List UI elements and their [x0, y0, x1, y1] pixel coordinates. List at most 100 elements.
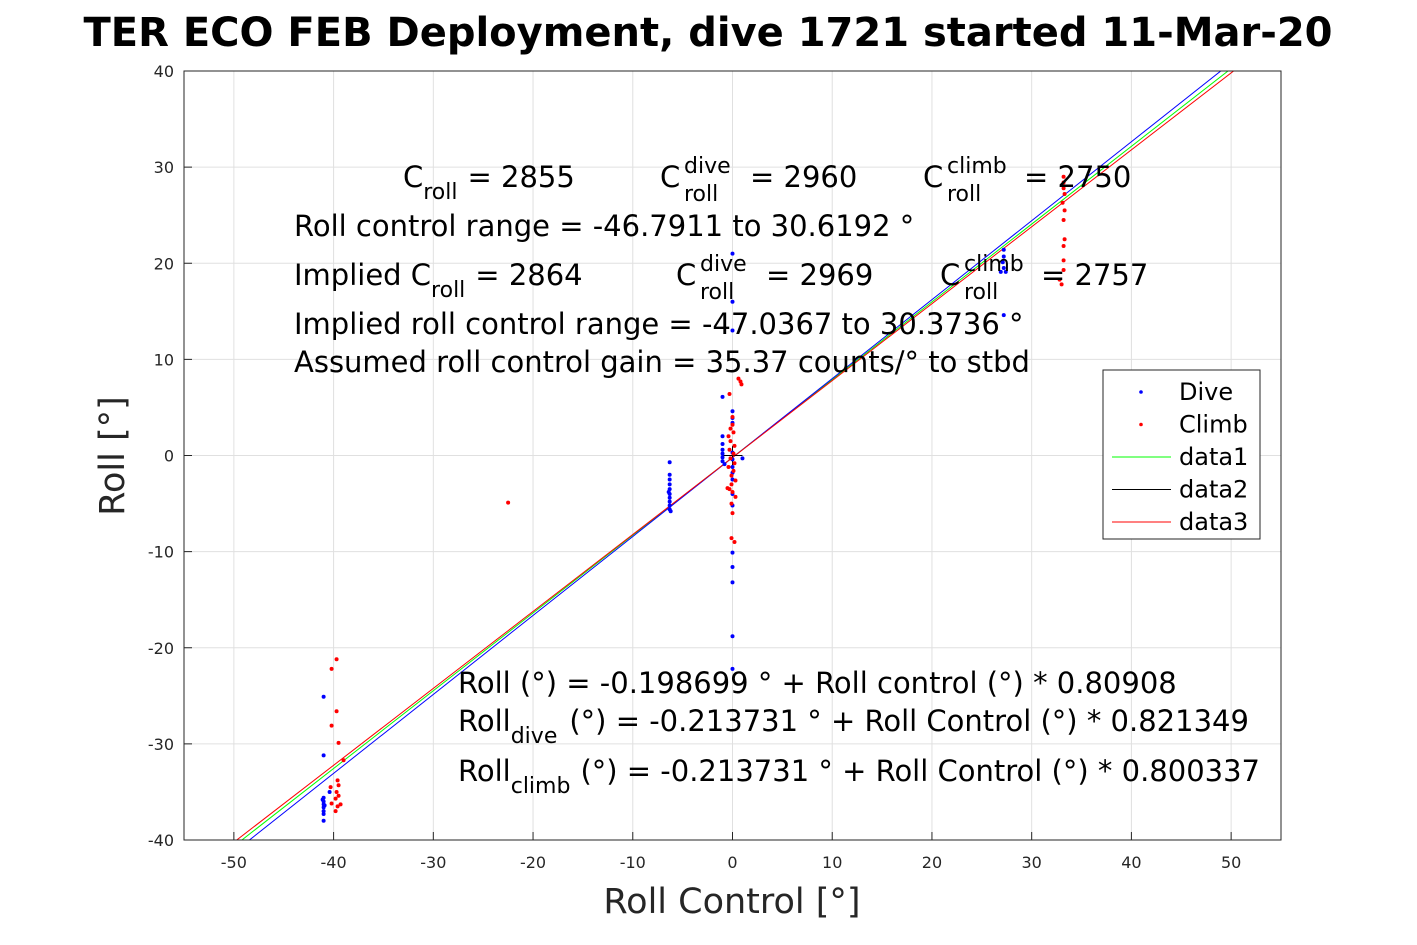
svg-text:= 2960: = 2960 [750, 160, 857, 194]
dive-point [321, 818, 326, 823]
climb-point [727, 447, 732, 452]
climb-point [334, 789, 339, 794]
climb-point [1061, 186, 1066, 191]
dive-point [1000, 260, 1005, 265]
dive-point [668, 509, 673, 514]
climb-point [328, 785, 333, 790]
climb-point [335, 804, 340, 809]
svg-text:Croll= 2855: Croll = 2855 [403, 160, 575, 205]
dive-point [667, 499, 672, 504]
dive-point [321, 694, 326, 699]
dive-point [321, 809, 326, 814]
svg-text:roll: roll [700, 280, 734, 305]
dive-point [730, 550, 735, 555]
climb-point [1061, 243, 1066, 248]
climb-point [729, 501, 734, 506]
dive-point [1001, 313, 1006, 318]
x-tick-label: -50 [221, 853, 247, 872]
climb-point [732, 443, 737, 448]
y-axis-label: Roll [°] [93, 396, 133, 516]
y-tick-label: -40 [148, 831, 174, 850]
annotations: Croll = 2855 C dive roll = 2960 C climb r… [294, 154, 1260, 799]
svg-text:dive: dive [684, 154, 731, 179]
x-tick-label: 30 [1022, 853, 1042, 872]
climb-point [329, 801, 334, 806]
chart-title: TER ECO FEB Deployment, dive 1721 starte… [83, 10, 1332, 56]
climb-point [336, 793, 341, 798]
climb-point [732, 461, 737, 466]
climb-point [329, 666, 334, 671]
climb-point [731, 451, 736, 456]
climb-point [334, 709, 339, 714]
dive-point [1001, 266, 1006, 271]
svg-text:roll: roll [947, 182, 981, 207]
climb-point [1061, 267, 1066, 272]
dive-point [720, 434, 725, 439]
climb-point [733, 494, 738, 499]
y-tick-label: -20 [148, 639, 174, 658]
dive-point [321, 812, 326, 817]
legend-label-data1: data1 [1179, 443, 1248, 471]
dive-point [740, 456, 745, 461]
dive-point [1003, 269, 1008, 274]
svg-text:roll: roll [684, 182, 718, 207]
climb-point [731, 430, 736, 435]
dive-point [730, 409, 735, 414]
svg-text:C: C [660, 160, 680, 194]
climb-point [729, 482, 734, 487]
x-tick-label: -30 [420, 853, 446, 872]
climb-point [1061, 217, 1066, 222]
climb-point [730, 415, 735, 420]
svg-text:= 2969: = 2969 [766, 258, 873, 292]
y-tick-label: 0 [164, 447, 174, 466]
dive-point [667, 460, 672, 465]
climb-point [728, 426, 733, 431]
x-tick-label: 50 [1221, 853, 1241, 872]
legend-marker-Dive [1139, 390, 1143, 394]
dive-point [1001, 247, 1006, 252]
dive-point [730, 465, 735, 470]
climb-point [727, 391, 732, 396]
svg-text:C: C [940, 258, 960, 292]
svg-text:= 2757: = 2757 [1041, 258, 1148, 292]
climb-point [329, 723, 334, 728]
climb-point [726, 434, 731, 439]
svg-text:= 2750: = 2750 [1024, 160, 1131, 194]
climb-point [725, 486, 730, 491]
dive-point [720, 447, 725, 452]
y-tick-label: 30 [154, 158, 174, 177]
climb-point [730, 422, 735, 427]
x-tick-label: 20 [922, 853, 942, 872]
climb-point [733, 478, 738, 483]
dive-point [730, 634, 735, 639]
dive-point [720, 459, 725, 464]
climb-point [341, 758, 346, 763]
dive-point [327, 789, 332, 794]
climb-point [1062, 192, 1067, 197]
dive-point [730, 580, 735, 585]
climb-point [729, 536, 734, 541]
dive-point [998, 269, 1003, 274]
legend-marker-Climb [1139, 422, 1143, 427]
climb-point [730, 490, 735, 495]
svg-text:Roll (°) = -0.198699 ° + Roll: Roll (°) = -0.198699 ° + Roll control (°… [458, 666, 1177, 700]
climb-point [335, 778, 340, 783]
svg-text:Rolldive(°) = -0.213731 ° + Ro: Rolldive (°) = -0.213731 ° + Roll Control… [458, 704, 1249, 749]
svg-text:Implied Croll= 2864: Implied Croll = 2864 [294, 258, 583, 303]
dive-point [720, 441, 725, 446]
dive-point [720, 451, 725, 456]
svg-text:Implied roll control range = -: Implied roll control range = -47.0367 to… [294, 307, 1024, 341]
svg-text:climb: climb [964, 252, 1024, 277]
dive-point [667, 477, 672, 482]
y-tick-label: 10 [154, 350, 174, 369]
dive-point [667, 503, 672, 508]
climb-point [506, 500, 511, 505]
climb-point [1062, 237, 1067, 242]
legend-label-Dive: Dive [1179, 378, 1233, 406]
dive-point [730, 299, 735, 304]
dive-point [722, 462, 727, 467]
legend-label-data3: data3 [1179, 508, 1248, 536]
ticks: -50 -40 -30 -20 -10 0 10 20 30 40 50 -40 -30 -20 -10 0 1… [148, 62, 1241, 872]
x-tick-label: 0 [727, 853, 737, 872]
climb-point [731, 468, 736, 473]
